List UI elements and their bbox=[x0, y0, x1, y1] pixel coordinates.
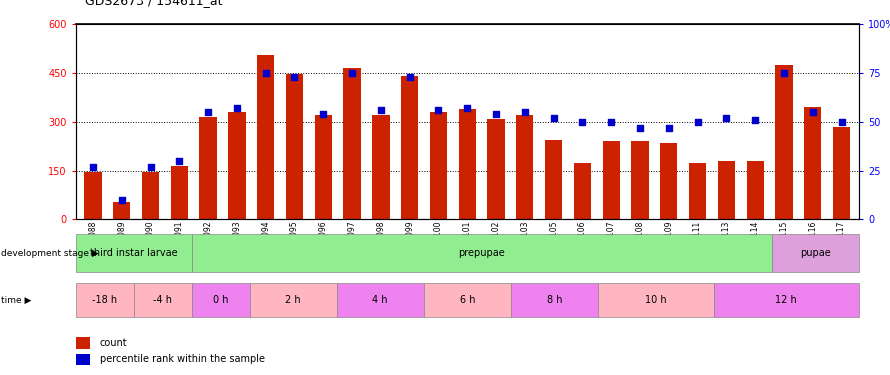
Bar bbox=[257, 55, 274, 219]
Text: -4 h: -4 h bbox=[153, 295, 172, 305]
Bar bbox=[76, 234, 191, 272]
Text: count: count bbox=[100, 338, 127, 348]
Bar bbox=[113, 201, 130, 219]
Point bbox=[691, 119, 705, 125]
Bar bbox=[191, 234, 772, 272]
Point bbox=[604, 119, 619, 125]
Point bbox=[546, 115, 561, 121]
Bar bbox=[191, 283, 250, 317]
Text: pupae: pupae bbox=[800, 248, 830, 258]
Text: 8 h: 8 h bbox=[546, 295, 562, 305]
Text: 0 h: 0 h bbox=[213, 295, 229, 305]
Text: prepupae: prepupae bbox=[458, 248, 506, 258]
Text: 6 h: 6 h bbox=[459, 295, 475, 305]
Bar bbox=[336, 283, 424, 317]
Bar bbox=[76, 283, 134, 317]
Bar bbox=[250, 283, 336, 317]
Point bbox=[374, 107, 388, 113]
Bar bbox=[228, 112, 246, 219]
Bar bbox=[574, 162, 591, 219]
Bar bbox=[199, 117, 217, 219]
Point bbox=[432, 107, 446, 113]
Bar bbox=[76, 337, 90, 349]
Text: -18 h: -18 h bbox=[92, 295, 117, 305]
Bar bbox=[805, 107, 821, 219]
Bar bbox=[344, 68, 360, 219]
Bar bbox=[516, 116, 533, 219]
Bar bbox=[286, 74, 303, 219]
Point bbox=[287, 74, 302, 80]
Bar bbox=[134, 283, 191, 317]
Bar bbox=[747, 161, 764, 219]
Bar bbox=[488, 118, 505, 219]
Point bbox=[316, 111, 330, 117]
Bar bbox=[142, 172, 159, 219]
Point bbox=[633, 125, 647, 131]
Point bbox=[835, 119, 849, 125]
Bar bbox=[772, 234, 859, 272]
Point bbox=[489, 111, 503, 117]
Point bbox=[518, 109, 532, 115]
Bar bbox=[545, 140, 562, 219]
Text: 4 h: 4 h bbox=[373, 295, 388, 305]
Text: development stage ▶: development stage ▶ bbox=[1, 249, 99, 258]
Bar bbox=[833, 127, 850, 219]
Text: 12 h: 12 h bbox=[775, 295, 797, 305]
Text: 2 h: 2 h bbox=[286, 295, 301, 305]
Point bbox=[777, 70, 791, 76]
Point bbox=[719, 115, 733, 121]
Point bbox=[661, 125, 676, 131]
Bar bbox=[401, 76, 418, 219]
Bar bbox=[76, 354, 90, 365]
Bar bbox=[631, 141, 649, 219]
Bar bbox=[430, 112, 447, 219]
Text: GDS2673 / 154611_at: GDS2673 / 154611_at bbox=[85, 0, 222, 8]
Point bbox=[85, 164, 100, 170]
Bar bbox=[598, 283, 714, 317]
Point bbox=[259, 70, 273, 76]
Point bbox=[345, 70, 360, 76]
Bar bbox=[775, 65, 793, 219]
Point bbox=[402, 74, 417, 80]
Text: time ▶: time ▶ bbox=[1, 296, 31, 304]
Bar bbox=[315, 116, 332, 219]
Point bbox=[575, 119, 589, 125]
Point bbox=[230, 105, 244, 111]
Bar bbox=[689, 162, 707, 219]
Bar bbox=[603, 141, 619, 219]
Bar bbox=[714, 283, 859, 317]
Bar bbox=[372, 116, 390, 219]
Point bbox=[201, 109, 215, 115]
Bar bbox=[171, 166, 188, 219]
Text: third instar larvae: third instar larvae bbox=[90, 248, 177, 258]
Point bbox=[115, 197, 129, 203]
Point bbox=[143, 164, 158, 170]
Text: percentile rank within the sample: percentile rank within the sample bbox=[100, 354, 264, 364]
Bar bbox=[511, 283, 598, 317]
Point bbox=[460, 105, 474, 111]
Bar bbox=[660, 143, 677, 219]
Text: 10 h: 10 h bbox=[645, 295, 667, 305]
Bar bbox=[717, 161, 735, 219]
Point bbox=[805, 109, 820, 115]
Bar bbox=[424, 283, 511, 317]
Point bbox=[172, 158, 186, 164]
Point bbox=[748, 117, 763, 123]
Bar bbox=[458, 109, 476, 219]
Bar bbox=[85, 172, 101, 219]
